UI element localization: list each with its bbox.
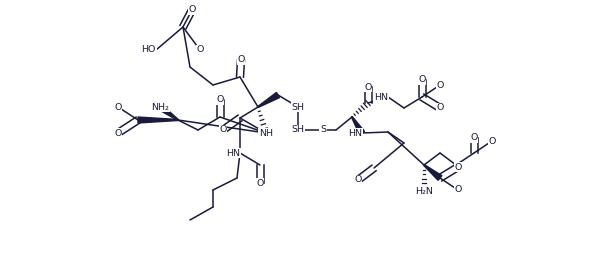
Text: HO: HO — [141, 46, 156, 54]
Polygon shape — [158, 105, 178, 121]
Text: O: O — [418, 75, 426, 85]
Text: O: O — [196, 46, 204, 54]
Text: O: O — [257, 178, 264, 188]
Text: O: O — [188, 6, 195, 14]
Text: SH: SH — [292, 102, 305, 112]
Text: HN: HN — [226, 149, 240, 157]
Polygon shape — [352, 117, 365, 135]
Text: HN: HN — [348, 128, 362, 138]
Text: O: O — [216, 96, 224, 105]
Text: NH₂: NH₂ — [151, 102, 169, 112]
Text: O: O — [219, 125, 227, 134]
Text: O: O — [470, 134, 478, 143]
Text: HN: HN — [374, 92, 388, 101]
Text: O: O — [437, 103, 444, 112]
Text: O: O — [114, 102, 122, 112]
Text: S: S — [320, 125, 326, 134]
Text: O: O — [437, 80, 444, 90]
Text: O: O — [364, 83, 372, 91]
Text: O: O — [454, 185, 462, 194]
Text: O: O — [354, 176, 362, 184]
Polygon shape — [258, 92, 280, 107]
Text: O: O — [454, 162, 462, 172]
Polygon shape — [138, 117, 178, 123]
Text: SH: SH — [292, 125, 305, 134]
Text: NH: NH — [259, 128, 273, 138]
Text: O: O — [238, 56, 245, 64]
Text: H₂N: H₂N — [415, 188, 433, 196]
Text: O: O — [488, 137, 495, 145]
Text: O: O — [114, 128, 122, 138]
Polygon shape — [424, 165, 442, 180]
